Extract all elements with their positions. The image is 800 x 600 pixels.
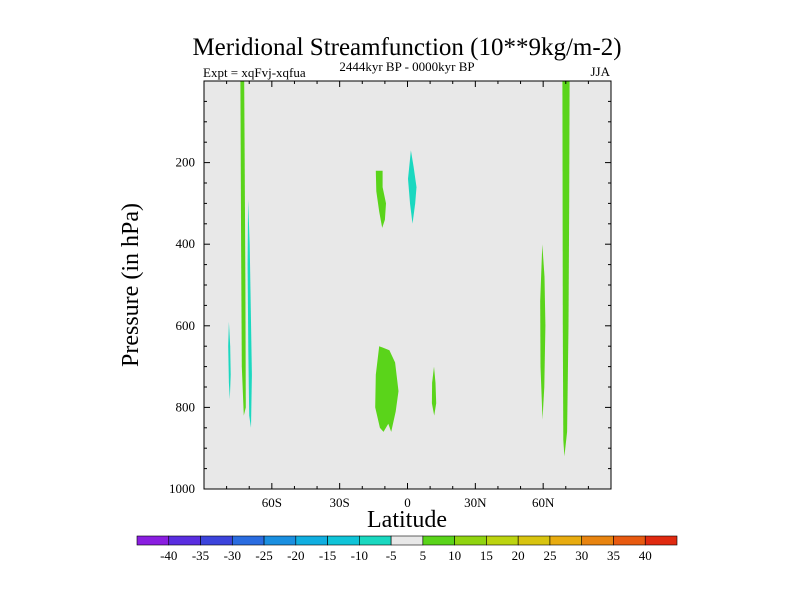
colorbar-swatch [200,535,233,546]
colorbar-swatch [486,535,519,546]
y-tick-label: 800 [176,399,196,414]
chart-subtitle-right: JJA [590,64,610,79]
chart-subtitle-left: Expt = xqFvj-xqfua [203,65,306,80]
colorbar-swatch [644,535,678,546]
colorbar-label: -35 [192,548,209,563]
colorbar-swatch [581,535,614,546]
plot-area [204,81,611,489]
colorbar-label: -25 [255,548,272,563]
tropical-lower-positive [375,346,399,432]
equatorial-upper-negative [408,150,417,224]
colorbar-label: -15 [319,548,336,563]
x-tick-label: 60S [262,495,282,510]
colorbar-label: -40 [160,548,177,563]
chart-title: Meridional Streamfunction (10**9kg/m-2) [192,34,621,61]
nh-polar-positive-column [240,81,246,416]
colorbar-swatch [231,535,265,546]
colorbar-label: 10 [448,548,461,563]
colorbar-label: 20 [512,548,525,563]
colorbar-labels: -40 -35 -30 -25 -20 -15 -10 -5 5 10 15 20 25 30 35 40 [160,548,652,563]
colorbar-label: -5 [386,548,397,563]
x-axis-ticks: 60S 30S 0 30N 60N [203,81,612,510]
colorbar-label: 15 [480,548,493,563]
colorbar-label: 25 [543,548,556,563]
colorbar-label: 30 [575,548,588,563]
colorbar-swatch [327,535,360,546]
tropical-upper-positive [375,170,386,228]
colorbar-swatch [517,535,551,546]
colorbar-swatch [136,535,170,546]
colorbar-label: -30 [224,548,241,563]
y-axis-label: Pressure (in hPa) [118,203,144,367]
colorbar [136,535,678,546]
y-tick-label: 400 [176,236,196,251]
colorbar-swatch [422,535,455,546]
chart-subtitle-center: 2444kyr BP - 0000kyr BP [339,59,474,74]
contour-regions [228,81,570,457]
colorbar-swatch [390,535,424,546]
nh-midlatitude-positive-sliver [540,244,546,420]
colorbar-label: -10 [351,548,368,563]
sh-polar-negative-column [247,199,252,428]
colorbar-swatch [549,535,583,546]
colorbar-label: -20 [287,548,304,563]
colorbar-swatch [263,535,297,546]
y-tick-label: 1000 [169,481,195,496]
x-tick-label: 30N [464,495,487,510]
y-tick-label: 600 [176,318,196,333]
y-axis-ticks: 200 400 600 800 1000 [169,100,611,496]
nh-subtropical-positive-blob [431,366,437,416]
x-tick-label: 0 [404,495,411,510]
left-negative-sliver [228,321,231,400]
colorbar-swatch [295,535,328,546]
colorbar-swatch [359,535,392,546]
x-axis-label: Latitude [367,507,447,533]
nh-polar-positive-column-right [562,81,570,457]
colorbar-swatch [168,535,201,546]
colorbar-swatch [613,535,646,546]
x-tick-label: 30S [330,495,350,510]
x-tick-label: 60N [532,495,555,510]
colorbar-swatch [454,535,487,546]
colorbar-label: 5 [420,548,427,563]
colorbar-label: 40 [639,548,652,563]
colorbar-label: 35 [607,548,620,563]
y-tick-label: 200 [176,155,196,170]
